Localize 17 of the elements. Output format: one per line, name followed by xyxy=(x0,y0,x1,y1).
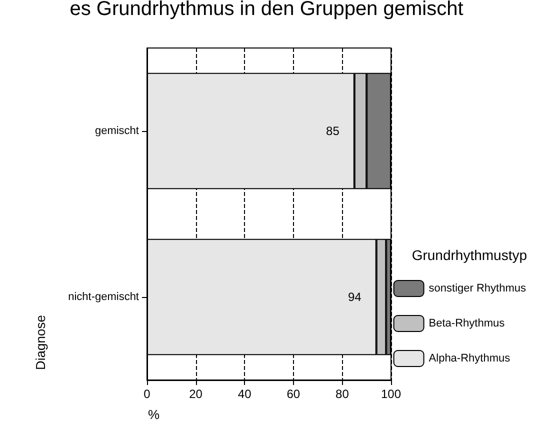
x-tick-label: 80 xyxy=(336,387,350,401)
x-tick-label: 100 xyxy=(380,387,402,401)
x-tick-label: 20 xyxy=(189,387,203,401)
chart-title: es Grundrhythmus in den Gruppen gemischt xyxy=(70,0,464,20)
legend-label: Beta-Rhythmus xyxy=(428,318,506,330)
legend-label: sonstiger Rhythmus xyxy=(428,282,526,294)
legend-title: Grundrhythmustyp xyxy=(412,247,528,263)
x-tick-label: 0 xyxy=(144,387,151,401)
x-tick-label: 40 xyxy=(238,387,252,401)
x-tick-label: 60 xyxy=(286,387,300,401)
x-axis-title: % xyxy=(148,407,160,422)
legend-label: Alpha-Rhythmus xyxy=(428,352,511,364)
y-tick-label: gemischt xyxy=(94,125,139,137)
y-tick-label: nicht-gemischt xyxy=(68,291,139,303)
data-label: 94 xyxy=(348,290,362,304)
y-axis-title: Diagnose xyxy=(33,315,48,370)
data-label: 85 xyxy=(326,124,340,138)
